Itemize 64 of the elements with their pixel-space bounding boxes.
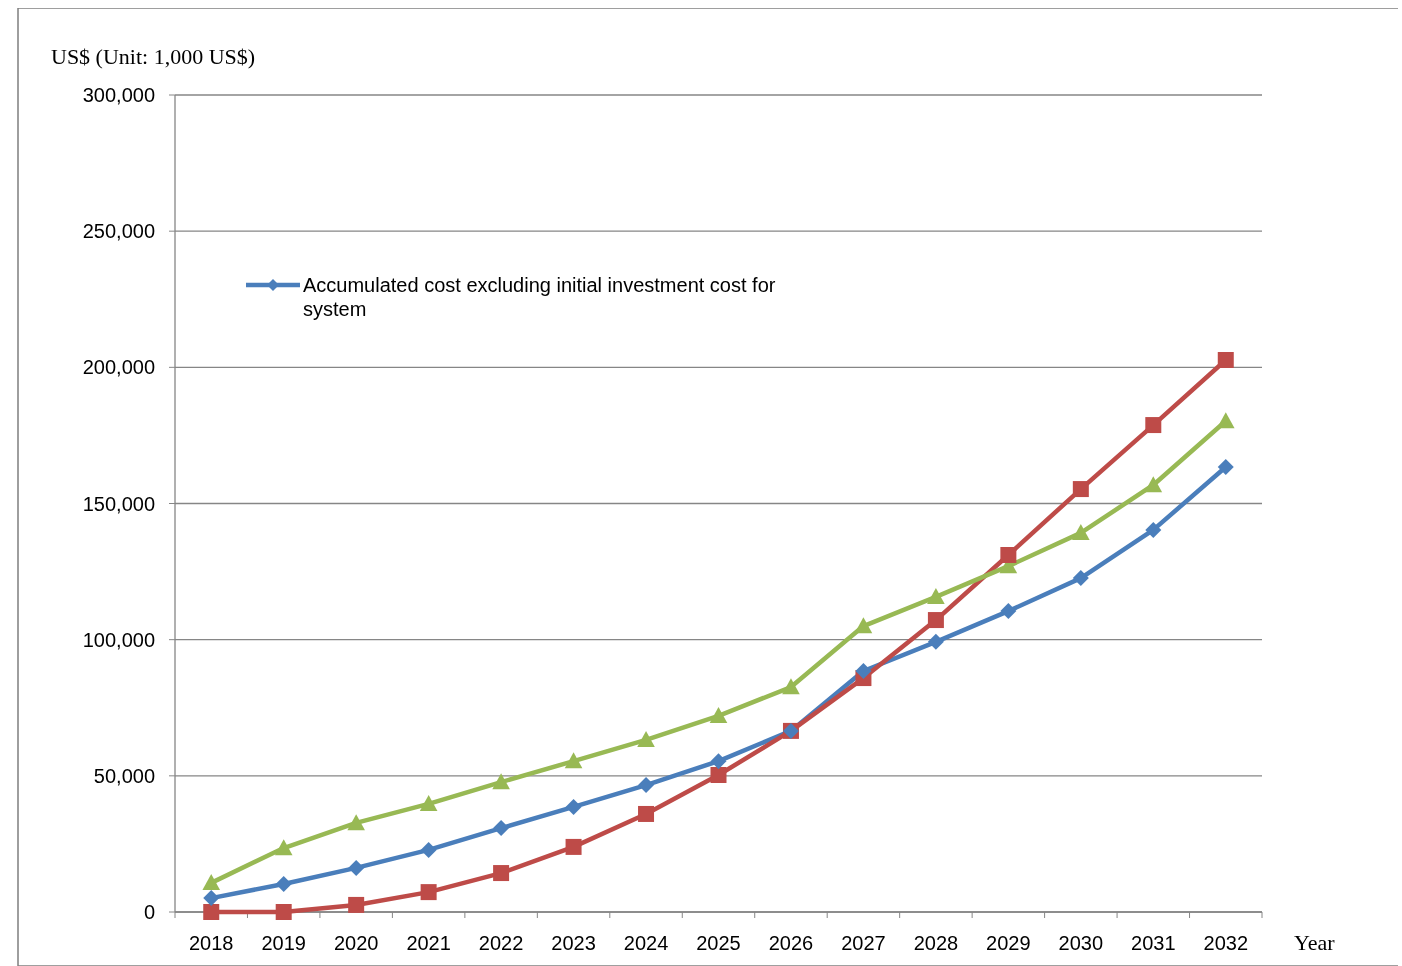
point (1145, 417, 1162, 434)
x-tick-label: 2029 (986, 932, 1031, 954)
point (274, 839, 293, 856)
point (638, 805, 655, 822)
point (275, 875, 292, 892)
point (709, 707, 728, 724)
y-tick-label: 150,000 (82, 492, 155, 515)
x-tick-label: 2023 (551, 932, 596, 954)
point (348, 859, 365, 876)
point (419, 795, 438, 812)
point (203, 890, 220, 907)
y-tick-label: 0 (143, 901, 155, 923)
point (420, 841, 437, 858)
point (203, 904, 220, 920)
point (1072, 570, 1089, 587)
point (855, 662, 872, 679)
point (565, 838, 582, 855)
x-tick-label: 2019 (261, 932, 306, 954)
point (565, 798, 582, 815)
x-tick-label: 2030 (1058, 932, 1104, 954)
x-tick-label: 2021 (406, 932, 451, 954)
point (420, 884, 437, 901)
point (1217, 351, 1234, 368)
point (493, 820, 510, 837)
y-tick-label: 200,000 (82, 356, 155, 379)
point (927, 612, 944, 629)
point (492, 773, 510, 790)
x-tick-label: 2022 (478, 932, 524, 954)
point (347, 814, 365, 831)
point (1000, 546, 1017, 563)
point (1217, 459, 1234, 476)
y-axis-title: US$ (Unit: 1,000 US$) (51, 44, 256, 69)
legend-label: Accumulated cost excluding initial investment cost for system (303, 274, 776, 320)
y-tick-label: 50,000 (93, 764, 155, 787)
y-tick-label: 250,000 (82, 220, 155, 243)
point (637, 731, 655, 748)
point (202, 874, 221, 891)
point (710, 767, 727, 784)
point (1144, 476, 1163, 493)
point (348, 896, 365, 913)
x-tick-label: 2025 (696, 932, 741, 954)
point (564, 752, 583, 769)
point (638, 777, 655, 794)
point (493, 865, 510, 882)
point (275, 904, 292, 920)
point (1145, 521, 1162, 538)
y-tick-label: 300,000 (82, 84, 155, 106)
point (927, 633, 944, 650)
point (710, 753, 727, 770)
point (927, 588, 945, 605)
x-tick-label: 2024 (623, 932, 669, 954)
y-tick-label: 100,000 (82, 628, 155, 651)
x-tick-label: 2031 (1131, 932, 1176, 954)
x-tick-label: 2032 (1203, 932, 1249, 954)
point (1072, 524, 1090, 541)
x-tick-label: 2020 (333, 932, 379, 954)
point (782, 678, 800, 695)
x-tick-label: 2028 (913, 932, 959, 954)
x-axis-title: Year (1294, 930, 1336, 955)
x-tick-label: 2018 (188, 932, 234, 954)
point (1000, 603, 1017, 620)
x-tick-label: 2026 (768, 932, 814, 954)
point (1072, 481, 1089, 498)
x-tick-label: 2027 (841, 932, 886, 954)
